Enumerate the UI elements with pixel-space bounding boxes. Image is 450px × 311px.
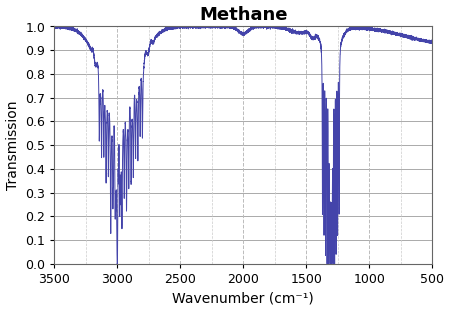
- X-axis label: Wavenumber (cm⁻¹): Wavenumber (cm⁻¹): [172, 291, 314, 305]
- Y-axis label: Transmission: Transmission: [5, 100, 19, 190]
- Title: Methane: Methane: [199, 6, 288, 24]
